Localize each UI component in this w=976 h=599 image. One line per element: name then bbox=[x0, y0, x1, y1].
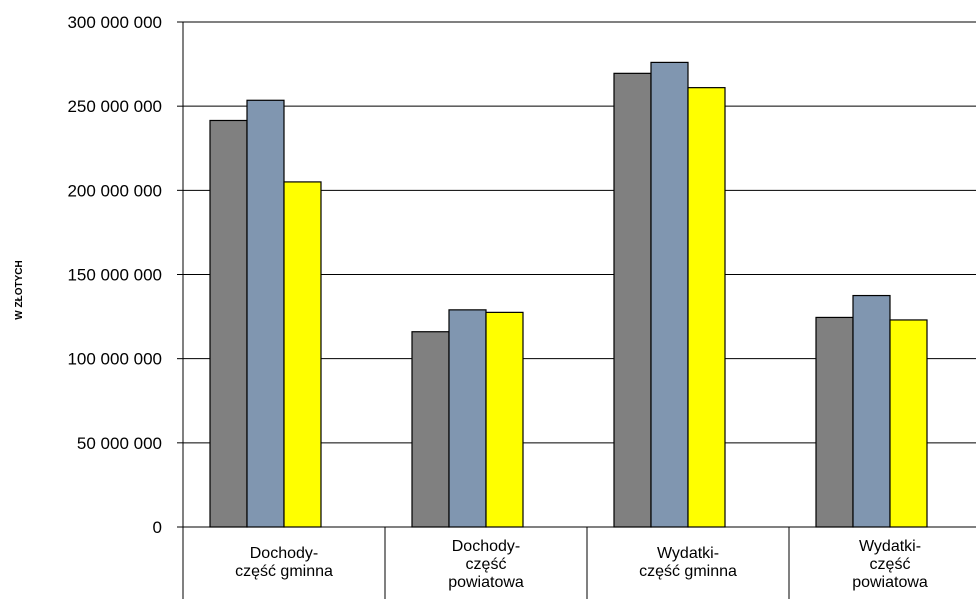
category-label: Wydatki-część powiatowa bbox=[852, 538, 928, 591]
category-label: Dochody-część gminna bbox=[235, 545, 333, 580]
bar bbox=[687, 87, 726, 528]
bar bbox=[485, 311, 524, 528]
y-axis-label: W ZŁOTYCH bbox=[14, 260, 25, 319]
category-label-line: Wydatki- bbox=[657, 545, 719, 562]
category-label-line: część gminna bbox=[639, 563, 737, 580]
category-label-line: część bbox=[870, 556, 911, 573]
y-tick-label: 0 bbox=[153, 518, 162, 537]
y-tick-label: 50 000 000 bbox=[77, 434, 162, 453]
category-label: Wydatki-część gminna bbox=[639, 545, 737, 580]
bar bbox=[889, 319, 928, 528]
bar bbox=[613, 72, 652, 528]
bar bbox=[852, 294, 891, 528]
y-tick-label: 200 000 000 bbox=[67, 181, 162, 200]
y-tick-label: 150 000 000 bbox=[67, 266, 162, 285]
bar bbox=[209, 119, 248, 528]
bar bbox=[283, 181, 322, 528]
category-label-line: powiatowa bbox=[852, 574, 928, 591]
bar-layer bbox=[209, 61, 928, 528]
bar bbox=[815, 316, 854, 528]
category-label-line: część gminna bbox=[235, 563, 333, 580]
axis-layer: 0 50 000 000 100 000 000 150 000 000 200 000… bbox=[67, 13, 976, 599]
category-label-line: Dochody- bbox=[250, 545, 318, 562]
category-label-line: Wydatki- bbox=[859, 538, 921, 555]
y-tick-label: 250 000 000 bbox=[67, 97, 162, 116]
y-tick-label: 300 000 000 bbox=[67, 13, 162, 32]
category-label: Dochody-część powiatowa bbox=[448, 538, 524, 591]
bar bbox=[246, 99, 285, 528]
bar bbox=[650, 61, 689, 528]
category-label-line: Dochody- bbox=[452, 538, 520, 555]
bar bbox=[448, 309, 487, 528]
bar bbox=[411, 331, 450, 528]
category-label-line: część bbox=[466, 556, 507, 573]
y-tick-label: 100 000 000 bbox=[67, 350, 162, 369]
category-label-line: powiatowa bbox=[448, 574, 524, 591]
